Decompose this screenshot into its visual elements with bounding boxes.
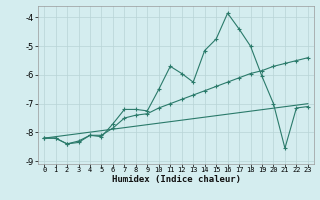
X-axis label: Humidex (Indice chaleur): Humidex (Indice chaleur): [111, 175, 241, 184]
